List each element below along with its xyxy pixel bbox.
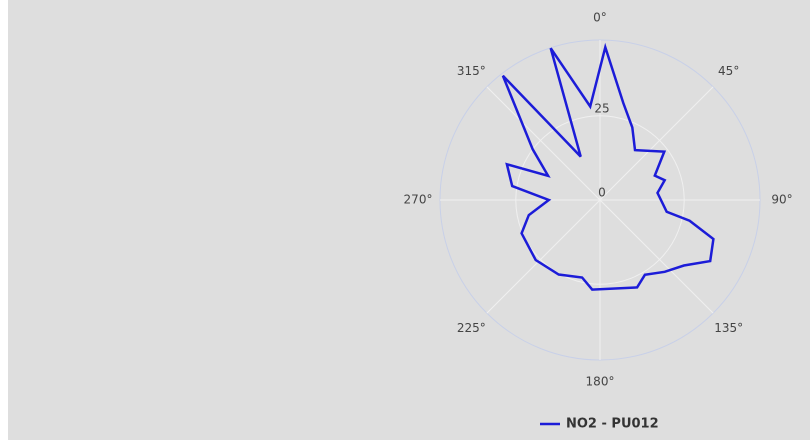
angular-tick-label: 315° <box>457 64 486 78</box>
angular-tick-label: 0° <box>593 11 607 25</box>
angular-tick-label: 270° <box>404 193 433 207</box>
angular-tick-label: 225° <box>457 321 486 335</box>
radial-tick-label: 0 <box>598 186 606 200</box>
legend-label: NO2 - PU012 <box>566 417 659 432</box>
angular-tick-label: 45° <box>718 64 739 78</box>
series-line <box>501 42 715 291</box>
radial-grid-circle <box>515 115 685 285</box>
angular-tick-label: 90° <box>771 193 792 207</box>
radial-tick-label: 25 <box>594 101 609 115</box>
angular-grid-line <box>599 199 714 314</box>
chart: 0° 45° 90° 135° 180° 225° 270° 315° 0 25 NO2 - PU0… <box>404 11 793 432</box>
angular-grid-line <box>486 199 601 314</box>
angular-tick-label: 180° <box>586 375 615 389</box>
angular-grid-line <box>486 86 601 201</box>
plot-background: 0° 45° 90° 135° 180° 225° 270° 315° 0 25 NO2 - PU0… <box>8 0 810 440</box>
angular-tick-label: 135° <box>714 321 743 335</box>
angular-grid-line <box>599 86 714 201</box>
